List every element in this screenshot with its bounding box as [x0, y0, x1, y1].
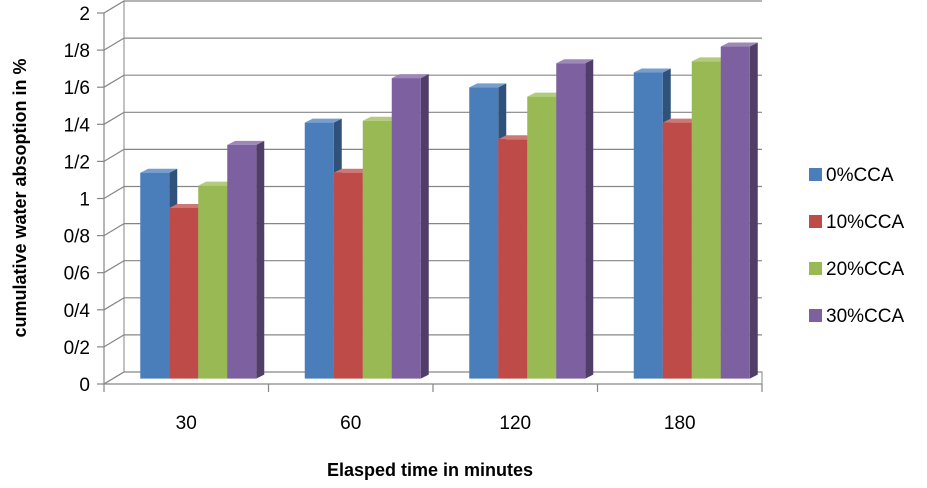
x-tick-label: 30: [176, 413, 197, 434]
bar-top: [691, 57, 729, 62]
y-tick-label: 1/4: [64, 115, 91, 136]
bar-top: [169, 203, 207, 208]
legend-label: 0%CCA: [826, 165, 894, 186]
bar-top: [198, 181, 236, 186]
x-tick-label: 60: [340, 413, 361, 434]
bar-top: [498, 135, 536, 140]
bar-top: [140, 168, 178, 173]
y-tick-label: 1/8: [64, 41, 90, 62]
y-tick-label: 2: [79, 4, 90, 25]
bar-top: [527, 92, 565, 97]
y-tick-label: 0/6: [64, 264, 90, 285]
x-tick-labels: 30 60 120 180: [176, 413, 696, 434]
bar-top: [720, 42, 758, 47]
gridline: [103, 74, 762, 88]
bar-front: [227, 144, 257, 379]
bar-30%CCA-180: [720, 42, 758, 379]
bars: [140, 42, 758, 379]
y-tick-labels: 0 0/2 0/4 0/6 0/8 1 1/2 1/4 1/6 1/8 2: [64, 4, 91, 396]
axes: [97, 12, 763, 392]
bar-30%CCA-120: [556, 59, 594, 379]
x-axis-title: Elasped time in minutes: [327, 460, 533, 480]
legend: 0%CCA 10%CCA 20%CCA 30%CCA: [809, 165, 904, 327]
bar-front: [556, 63, 586, 379]
legend-swatch: [809, 215, 822, 228]
bar-front: [662, 122, 692, 379]
bar-front: [498, 139, 528, 379]
bar-front: [362, 120, 392, 379]
bar-front: [633, 72, 663, 379]
legend-item: 20%CCA: [809, 259, 904, 280]
legend-label: 10%CCA: [826, 212, 904, 233]
bar-front: [169, 207, 199, 379]
y-tick-label: 0/4: [64, 301, 91, 322]
bar-top: [333, 168, 371, 173]
bar-front: [198, 185, 228, 379]
legend-item: 0%CCA: [809, 165, 894, 186]
x-tick-label: 120: [499, 413, 531, 434]
bar-top: [662, 118, 700, 123]
legend-item: 30%CCA: [809, 306, 904, 327]
bar-30%CCA-30: [227, 140, 265, 379]
legend-swatch: [809, 309, 822, 322]
y-tick-label: 1/2: [64, 152, 90, 173]
bar-top: [556, 59, 594, 64]
bar-side: [749, 42, 758, 379]
legend-label: 30%CCA: [826, 306, 904, 327]
bar-top: [469, 83, 507, 88]
bar-front: [527, 96, 557, 379]
bar-front: [720, 46, 750, 379]
bar-30%CCA-60: [391, 74, 429, 379]
gridline: [103, 0, 762, 14]
bar-top: [391, 74, 429, 79]
bar-top: [362, 116, 400, 121]
bar-top: [227, 140, 265, 145]
legend-swatch: [809, 168, 822, 181]
y-tick-label: 0/8: [64, 227, 90, 248]
bar-front: [691, 61, 721, 379]
bar-front: [333, 172, 363, 379]
bar-top: [633, 68, 671, 73]
y-axis-title: cumulative water absoption in %: [10, 58, 30, 337]
y-tick-label: 0/2: [64, 338, 90, 359]
legend-swatch: [809, 262, 822, 275]
legend-label: 20%CCA: [826, 259, 904, 280]
bar-front: [391, 78, 421, 379]
y-tick-label: 0: [79, 375, 90, 396]
legend-item: 10%CCA: [809, 212, 904, 233]
bar-top: [304, 118, 342, 123]
bar-front: [469, 87, 499, 379]
bar-front: [304, 122, 334, 379]
bar-side: [256, 140, 265, 379]
y-tick-label: 1/6: [64, 78, 90, 99]
bar-side: [585, 59, 594, 379]
y-tick-label: 1: [79, 190, 90, 211]
gridline: [103, 37, 762, 51]
x-tick-label: 180: [664, 413, 696, 434]
bar-front: [140, 172, 170, 379]
bar-side: [420, 74, 429, 379]
